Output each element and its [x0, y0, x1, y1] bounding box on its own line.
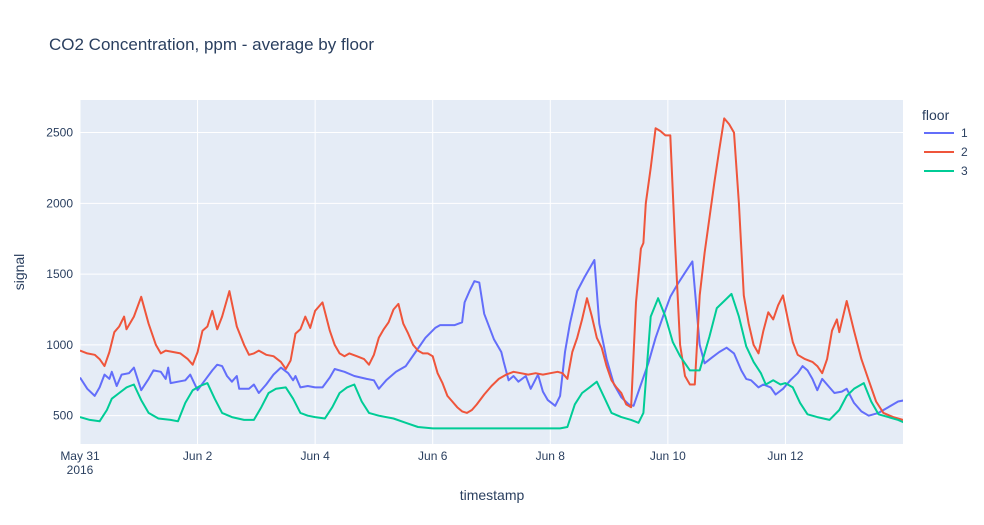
- x-tick-label: Jun 12: [767, 449, 803, 463]
- y-axis-title: signal: [11, 254, 27, 291]
- x-tick-label: Jun 2: [183, 449, 213, 463]
- series-line-floor-2: [80, 117, 903, 421]
- series-line-floor-3: [80, 292, 903, 430]
- grid-lines: [79, 100, 903, 444]
- x-tick-label: Jun 10: [650, 449, 686, 463]
- x-tick-label: Jun 8: [536, 449, 566, 463]
- x-tick-label: Jun 6: [418, 449, 448, 463]
- series-lines: [80, 117, 903, 430]
- y-axis: 500 1000 1500 2000 2500: [46, 126, 73, 423]
- x-tick-label: May 31: [60, 449, 100, 463]
- legend: floor 1 2 3: [922, 107, 968, 178]
- y-tick-label: 1000: [46, 338, 73, 352]
- x-axis-title: timestamp: [460, 487, 525, 503]
- legend-label-floor-3: 3: [961, 164, 968, 178]
- legend-label-floor-2: 2: [961, 145, 968, 159]
- x-tick-year-label: 2016: [67, 463, 94, 477]
- chart-title: CO2 Concentration, ppm - average by floo…: [49, 35, 374, 54]
- y-tick-label: 500: [53, 409, 73, 423]
- series-line-floor-1: [80, 259, 903, 417]
- legend-label-floor-1: 1: [961, 126, 968, 140]
- legend-title: floor: [922, 107, 950, 123]
- y-tick-label: 1500: [46, 267, 73, 281]
- y-tick-label: 2000: [46, 196, 73, 210]
- y-tick-label: 2500: [46, 126, 73, 140]
- x-tick-label: Jun 4: [300, 449, 330, 463]
